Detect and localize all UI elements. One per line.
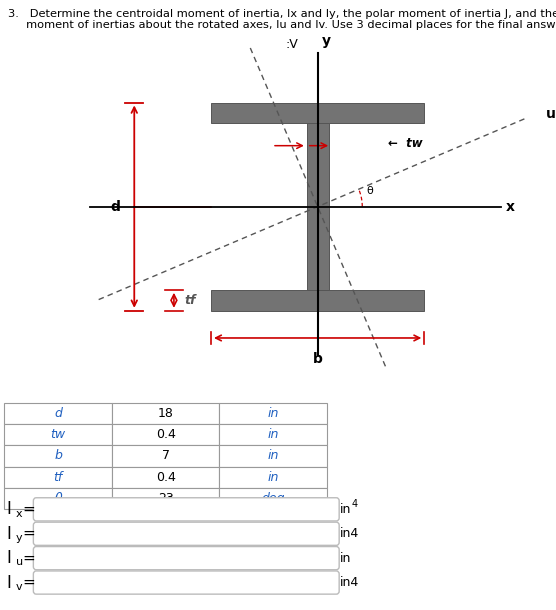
Text: x: x (506, 199, 515, 213)
Text: :V: :V (285, 38, 298, 51)
Text: u: u (16, 558, 23, 567)
Bar (211, 102, 424, 123)
Text: 3.   Determine the centroidal moment of inertia, Ix and ly, the polar moment of : 3. Determine the centroidal moment of in… (8, 9, 556, 19)
Text: =: = (22, 551, 35, 565)
Text: I: I (7, 549, 12, 567)
Text: in4: in4 (340, 527, 360, 540)
Bar (307, 123, 329, 290)
Text: =: = (22, 502, 35, 517)
Text: in: in (340, 503, 351, 516)
Text: u: u (545, 107, 555, 121)
Text: =: = (22, 575, 35, 590)
Bar (211, 290, 424, 310)
Text: d: d (111, 199, 121, 213)
Text: y: y (321, 34, 331, 48)
Text: y: y (16, 533, 22, 543)
Text: v: v (16, 582, 22, 592)
Text: in4: in4 (340, 576, 360, 589)
Text: x: x (16, 509, 22, 518)
Text: I: I (7, 525, 12, 543)
Text: =: = (22, 526, 35, 541)
Text: 4: 4 (351, 500, 358, 509)
Text: b: b (312, 352, 322, 366)
Text: in: in (340, 551, 351, 565)
Text: ←  tw: ← tw (388, 137, 423, 149)
Text: I: I (7, 573, 12, 592)
Text: θ: θ (366, 185, 373, 196)
Text: tf: tf (185, 294, 196, 307)
Text: I: I (7, 500, 12, 518)
Text: moment of inertias about the rotated axes, lu and lv. Use 3 decimal places for t: moment of inertias about the rotated axe… (8, 20, 556, 29)
